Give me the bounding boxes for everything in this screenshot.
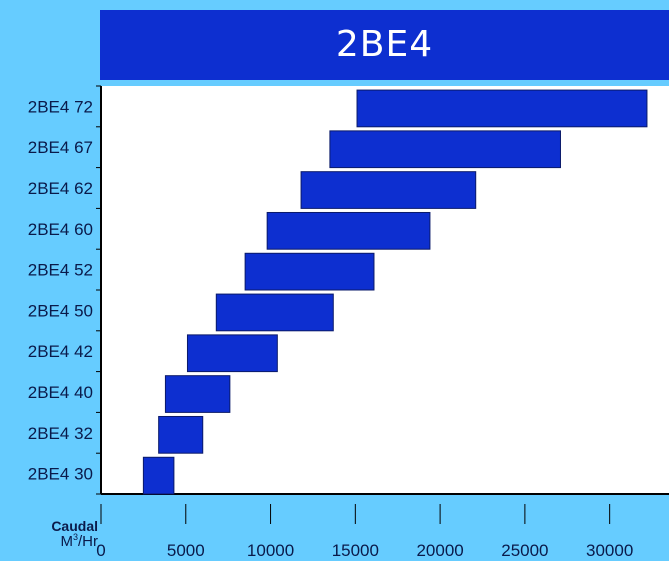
x-axis-unit-tail: /Hr (78, 533, 98, 550)
y-tick-label: 2BE4 42 (28, 342, 93, 361)
x-tick-label: 10000 (247, 541, 294, 560)
range-bar (356, 89, 648, 128)
y-tick-label: 2BE4 40 (28, 383, 93, 402)
y-tick-label: 2BE4 52 (28, 261, 93, 280)
range-bar (186, 334, 278, 373)
y-tick-label: 2BE4 32 (28, 424, 93, 443)
range-bar (266, 211, 431, 250)
y-tick-label: 2BE4 60 (28, 220, 93, 239)
range-bar (300, 171, 477, 209)
y-tick-label: 2BE4 62 (28, 179, 93, 198)
x-tick-label: 30000 (586, 541, 633, 560)
range-bar (244, 252, 375, 291)
x-axis-unit-base: M (60, 533, 73, 550)
x-tick-label: 20000 (416, 541, 463, 560)
range-bar (164, 375, 231, 413)
y-tick-label: 2BE4 72 (28, 97, 93, 116)
x-tick-label: 25000 (501, 541, 548, 560)
x-axis-label: Caudal (51, 518, 98, 534)
range-bar (329, 130, 561, 169)
x-axis-unit: M3/Hr (0, 532, 98, 550)
x-tick-label: 5000 (167, 541, 205, 560)
y-tick-label: 2BE4 67 (28, 138, 93, 157)
x-tick-label: 0 (96, 541, 105, 560)
title-band (100, 10, 669, 80)
chart-title: 2BE4 (335, 24, 434, 65)
range-bar (158, 415, 204, 454)
range-bar (142, 456, 175, 495)
range-bar (215, 293, 334, 332)
x-tick-label: 15000 (332, 541, 379, 560)
y-tick-label: 2BE4 30 (28, 465, 93, 484)
y-tick-label: 2BE4 50 (28, 301, 93, 320)
x-axis-unit-sup: 3 (72, 532, 78, 542)
